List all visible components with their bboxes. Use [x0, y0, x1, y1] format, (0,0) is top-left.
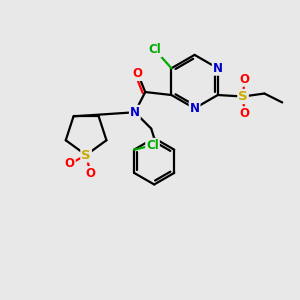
Text: N: N [130, 106, 140, 119]
Text: O: O [85, 167, 96, 180]
Text: O: O [239, 107, 250, 120]
Text: Cl: Cl [149, 43, 161, 56]
Text: O: O [65, 158, 75, 170]
Text: O: O [133, 67, 143, 80]
Text: S: S [238, 90, 248, 103]
Text: O: O [239, 73, 250, 86]
Text: S: S [81, 148, 91, 162]
Text: N: N [213, 62, 223, 75]
Text: N: N [190, 102, 200, 115]
Text: Cl: Cl [146, 139, 159, 152]
